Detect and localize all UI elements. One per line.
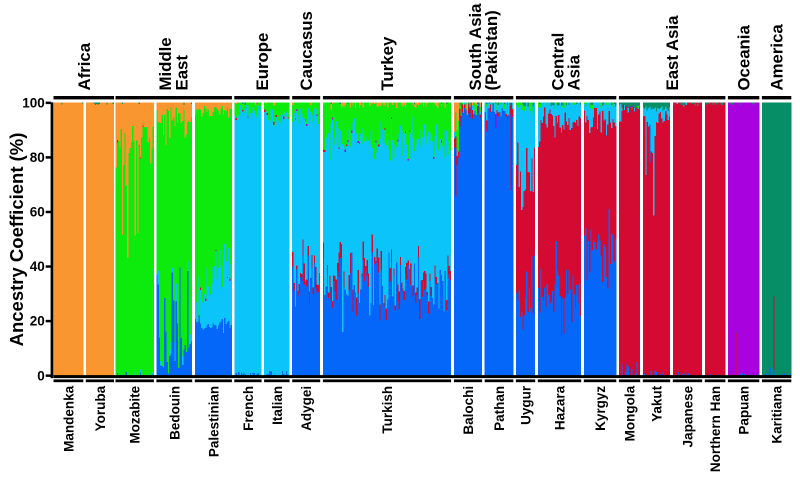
svg-text:Karitiana: Karitiana (770, 385, 785, 443)
svg-text:Italian: Italian (270, 386, 285, 425)
svg-text:Asia: Asia (565, 54, 584, 90)
svg-text:Northern Han: Northern Han (708, 386, 723, 472)
svg-text:Hazara: Hazara (553, 385, 568, 430)
svg-text:20: 20 (30, 314, 45, 329)
svg-text:America: America (768, 24, 787, 91)
svg-text:East Asia: East Asia (663, 15, 682, 91)
svg-text:Oceania: Oceania (735, 25, 754, 91)
svg-text:Papuan: Papuan (737, 386, 752, 435)
svg-text:Bedouin: Bedouin (167, 386, 182, 440)
svg-text:Kyrgyz: Kyrgyz (593, 386, 608, 431)
svg-text:60: 60 (30, 205, 45, 220)
svg-text:0: 0 (37, 368, 45, 383)
svg-text:Mozabite: Mozabite (128, 385, 143, 443)
svg-text:Yoruba: Yoruba (93, 385, 108, 431)
svg-text:East: East (172, 55, 191, 91)
svg-text:Balochi: Balochi (461, 386, 476, 435)
svg-text:Japanese: Japanese (681, 385, 696, 447)
svg-text:Pathan: Pathan (492, 386, 507, 431)
svg-text:Mongola: Mongola (623, 385, 638, 441)
svg-text:100: 100 (22, 96, 45, 111)
svg-text:Turkey: Turkey (378, 36, 397, 90)
svg-text:Turkish: Turkish (380, 386, 395, 434)
svg-text:French: French (241, 386, 256, 431)
svg-text:40: 40 (30, 259, 45, 274)
svg-text:Uygur: Uygur (519, 385, 534, 425)
svg-text:Yakut: Yakut (650, 385, 665, 422)
svg-text:Adygei: Adygei (299, 386, 314, 431)
svg-text:Ancestry Coefficient (%): Ancestry Coefficient (%) (6, 133, 27, 347)
svg-text:Mandenka: Mandenka (61, 385, 76, 452)
svg-text:Palestinian: Palestinian (206, 386, 221, 457)
svg-text:Caucasus: Caucasus (297, 11, 316, 90)
svg-text:Europe: Europe (253, 33, 272, 91)
svg-text:(Pakistan): (Pakistan) (482, 10, 501, 90)
svg-text:Africa: Africa (75, 42, 94, 90)
svg-text:80: 80 (30, 150, 45, 165)
